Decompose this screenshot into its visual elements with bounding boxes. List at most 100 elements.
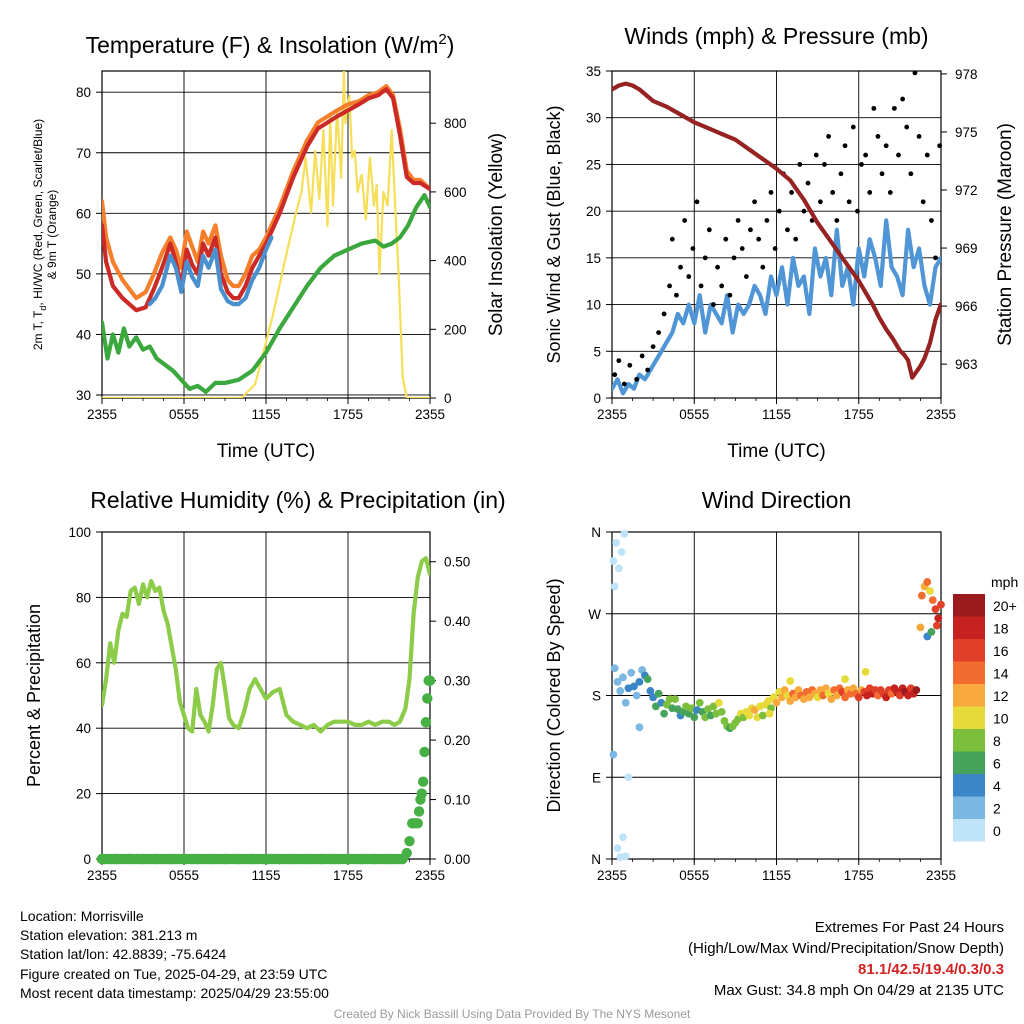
extremes-title: Extremes For Past 24 Hours bbox=[814, 919, 1004, 936]
chart2-gust-point bbox=[661, 311, 667, 317]
chart4-direction-point bbox=[765, 709, 774, 718]
chart4-direction-point bbox=[620, 529, 629, 538]
chart2-gust-point bbox=[634, 376, 640, 382]
chart4-direction-point bbox=[621, 698, 630, 707]
chart2-gust-point bbox=[706, 227, 712, 233]
chart3-ylabel: Percent & Precipitation bbox=[24, 604, 44, 787]
chart4-direction-point bbox=[916, 623, 925, 632]
chart4-direction-point bbox=[882, 693, 891, 702]
chart4-colorbar-label: 0 bbox=[993, 823, 1001, 839]
credit-text: Created By Nick Bassill Using Data Provi… bbox=[333, 1007, 691, 1021]
chart4-direction-point bbox=[827, 695, 836, 704]
chart1-title-end: ) bbox=[447, 32, 455, 58]
chart2-gust-point bbox=[813, 152, 819, 158]
chart2-gust-point bbox=[756, 236, 762, 242]
chart2-gust-point bbox=[859, 162, 864, 167]
chart4-direction-point bbox=[632, 691, 641, 700]
chart4-direction-point bbox=[715, 698, 723, 707]
chart4-direction-point bbox=[932, 621, 941, 630]
chart4-direction-point bbox=[635, 677, 644, 686]
chart4-colorbar-label: 6 bbox=[993, 756, 1001, 772]
chart2-gust-point bbox=[871, 105, 877, 111]
recent-data-text: Most recent data timestamp: 2025/04/29 2… bbox=[20, 984, 329, 1001]
chart4-direction-point bbox=[695, 698, 704, 707]
chart4-colorbar-label: 14 bbox=[993, 666, 1009, 682]
chart4-colorbar-swatch bbox=[953, 616, 985, 639]
chart4-direction-point bbox=[927, 628, 936, 636]
chart2-ytick-label: 10 bbox=[586, 298, 601, 313]
chart3-xtick-label: 0555 bbox=[169, 868, 199, 883]
chart2-gust-point bbox=[817, 199, 823, 205]
chart4-direction-point bbox=[610, 664, 619, 673]
chart3-y2tick-label: 0.50 bbox=[444, 555, 470, 570]
chart3-ytick-label: 100 bbox=[68, 525, 91, 540]
chart2-gust-point bbox=[748, 227, 753, 233]
chart4-direction-point bbox=[665, 695, 674, 704]
chart4-direction-point bbox=[627, 668, 636, 677]
chart2-gust-point bbox=[846, 199, 852, 205]
chart1-xtick-label: 0555 bbox=[169, 407, 199, 422]
chart4-colorbar-label: 16 bbox=[993, 643, 1009, 659]
chart4-colorbar-label: 12 bbox=[993, 688, 1009, 704]
chart4-colorbar-swatch bbox=[953, 729, 985, 752]
chart2-gust-point bbox=[621, 381, 627, 387]
chart2-xtick-label: 2355 bbox=[597, 407, 627, 422]
chart4-direction-point bbox=[651, 702, 660, 711]
chart2-ytick-label: 30 bbox=[586, 111, 601, 126]
chart2-gust-point bbox=[768, 190, 774, 195]
chart3-y2tick-label: 0.40 bbox=[444, 614, 470, 629]
chart4-direction-point bbox=[745, 711, 753, 720]
chart2-gust-point bbox=[752, 199, 757, 205]
chart2-title: Winds (mph) & Pressure (mb) bbox=[624, 23, 928, 49]
chart2-xtick-label: 1755 bbox=[844, 407, 874, 422]
chart2-gust-point bbox=[656, 330, 662, 335]
chart1-y2tick-label: 800 bbox=[444, 116, 467, 131]
chart2-y2tick-label: 978 bbox=[955, 67, 978, 82]
chart2-gust-point bbox=[645, 367, 651, 373]
chart3-y2tick-label: 0.00 bbox=[444, 852, 470, 867]
extremes-subtitle: (High/Low/Max Wind/Precipitation/Snow De… bbox=[688, 940, 1004, 957]
chart4-direction-point bbox=[646, 687, 655, 695]
chart2-gust-point bbox=[867, 190, 873, 195]
chart4-direction-point bbox=[619, 833, 627, 842]
chart1-ylabel-line1: 2m T, Td, HI/WC (Red, Green, Scarlet/Blu… bbox=[31, 119, 48, 350]
created-text: Figure created on Tue, 2025-04-29, at 23… bbox=[20, 965, 328, 982]
chart2-gust-point bbox=[797, 162, 803, 167]
chart2-ylabel: Sonic Wind & Gust (Blue, Black) bbox=[544, 105, 564, 363]
chart4-direction-point bbox=[923, 578, 932, 586]
chart4-direction-point bbox=[934, 614, 943, 623]
chart2-gust-point bbox=[883, 143, 889, 149]
chart2-gust-point bbox=[826, 134, 831, 139]
chart2-gust-point bbox=[723, 236, 729, 242]
chart4-direction-point bbox=[841, 693, 849, 702]
chart4-direction-point bbox=[926, 587, 934, 595]
chart4-direction-point bbox=[854, 693, 863, 702]
chart4-direction-point bbox=[690, 713, 699, 722]
chart3-precip-point bbox=[424, 675, 436, 686]
chart2-gust-point bbox=[694, 199, 700, 205]
chart4-direction-point bbox=[805, 693, 814, 702]
chart1-ylabel: 2m T, Td, HI/WC (Red, Green, Scarlet/Blu… bbox=[31, 119, 59, 350]
chart2-ytick-label: 5 bbox=[593, 344, 601, 359]
chart3-precip-point bbox=[412, 818, 423, 829]
chart2-wind-line bbox=[612, 218, 941, 396]
chart1-dewpoint-line bbox=[102, 193, 430, 394]
latlon-text: Station lat/lon: 42.8839; -75.6424 bbox=[20, 946, 227, 963]
chart3-xtick-label: 2355 bbox=[415, 868, 445, 883]
chart1-ylabel-part1: 2m T, T bbox=[31, 310, 45, 350]
chart4-direction-point bbox=[610, 582, 619, 591]
chart3-xtick-label: 1155 bbox=[251, 868, 280, 883]
chart2-gust-point bbox=[650, 344, 656, 350]
chart1-ytick-label: 30 bbox=[76, 388, 91, 403]
chart4-direction-point bbox=[612, 539, 621, 547]
chart2-gust-point bbox=[731, 255, 737, 261]
chart4-direction-point bbox=[786, 697, 795, 705]
chart4-direction-point bbox=[660, 709, 668, 718]
chart1-ytick-label: 50 bbox=[76, 267, 91, 282]
chart4-ytick-label: W bbox=[588, 607, 601, 622]
chart2-gust-point bbox=[616, 358, 622, 364]
chart2-gust-point bbox=[735, 218, 741, 223]
chart2-gust-point bbox=[776, 208, 782, 214]
chart2-xtick-label: 2355 bbox=[926, 407, 956, 422]
chart2-gust-point bbox=[912, 70, 918, 76]
